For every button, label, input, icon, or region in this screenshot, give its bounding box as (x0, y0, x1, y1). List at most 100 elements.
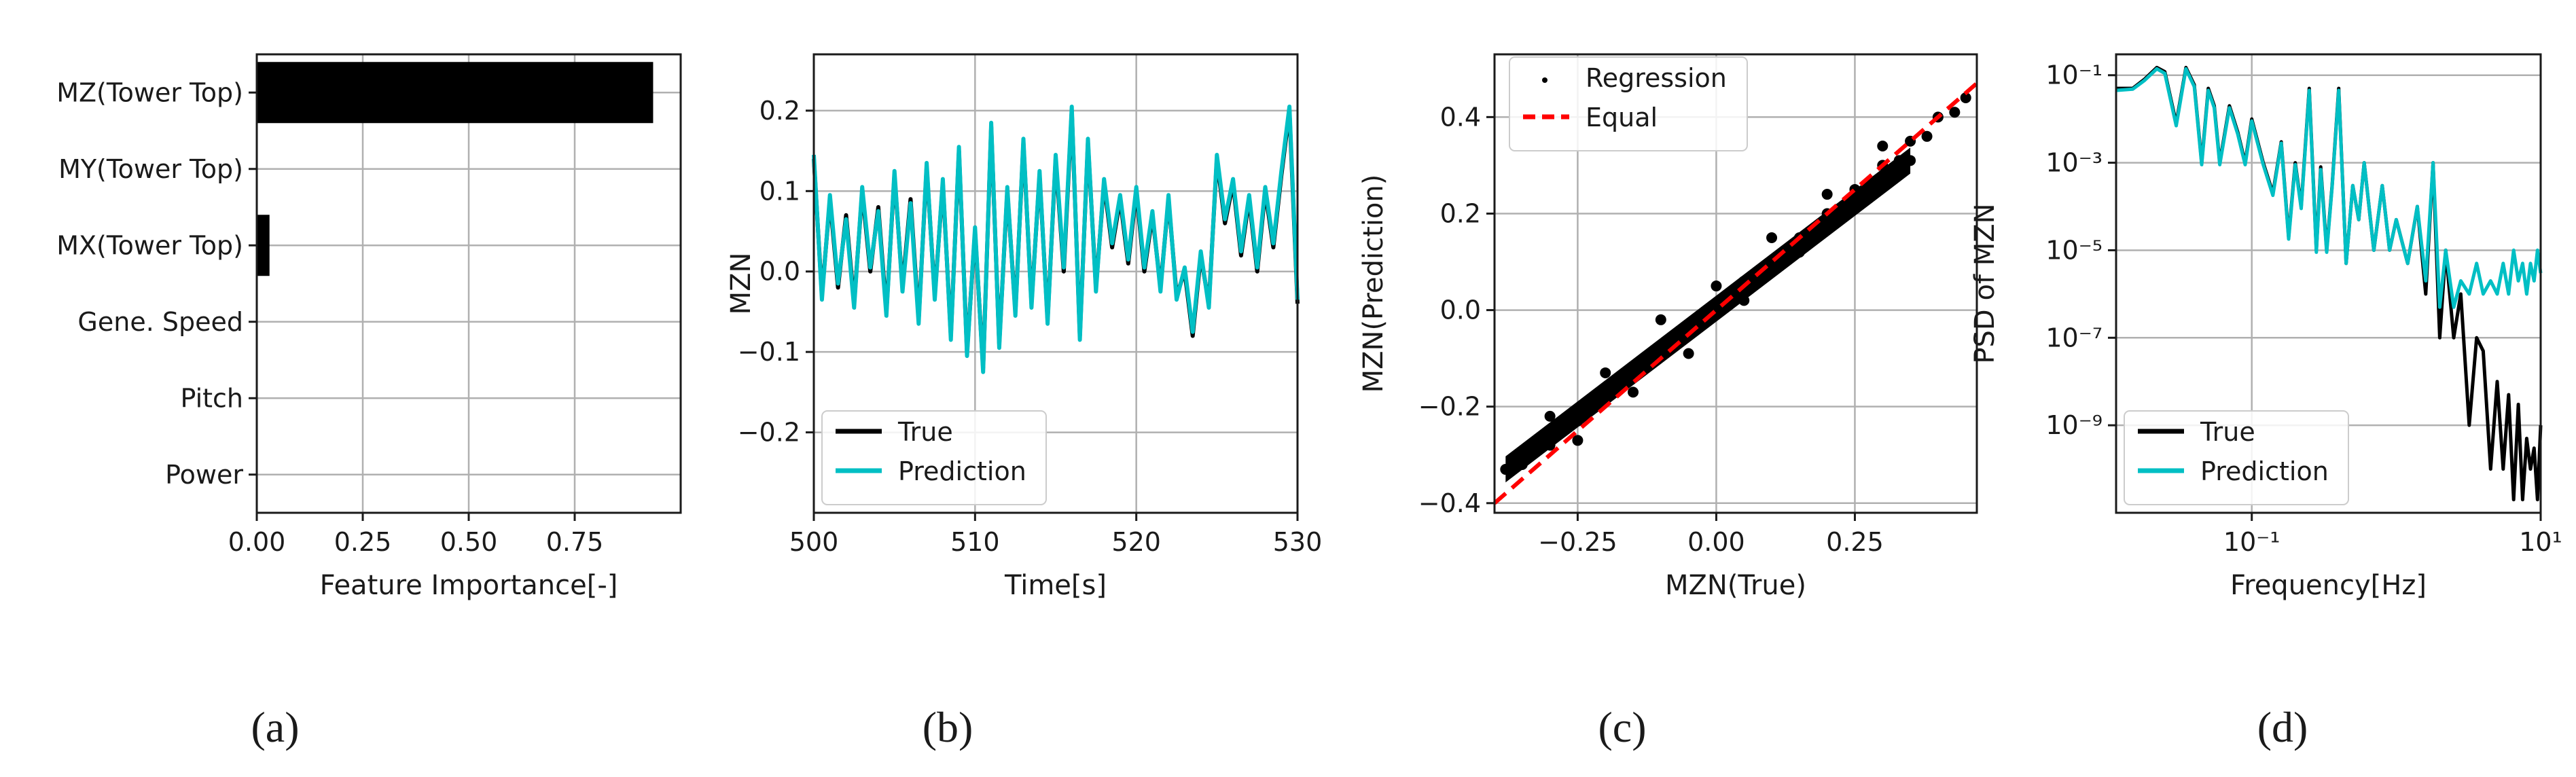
panel-c-scatter-point-24 (1838, 203, 1850, 215)
panel-c-scatter-point-2 (1528, 444, 1539, 456)
panel-d-xtick-1-label: 10¹ (2519, 527, 2562, 557)
panel-b-ytick-3-label: 0.1 (759, 176, 800, 206)
panel-b-legend-text-0: True (897, 417, 953, 447)
panel-c-scatter-point-8 (1616, 377, 1628, 388)
panel-c-scatter-point-47 (1905, 155, 1916, 166)
panel-c-scatter-point-1 (1516, 458, 1528, 470)
panel-b-xtick-3-label: 530 (1273, 527, 1323, 557)
panel-c-scatter-point-46 (1849, 198, 1861, 210)
panel-a-bar-2 (257, 215, 270, 276)
panel-c-ylabel: MZN(Prediction) (1358, 175, 1389, 393)
panel-c-ytick-3-label: 0.2 (1440, 198, 1481, 228)
panel-d-xlabel: Frequency[Hz] (2230, 570, 2427, 601)
panel-c-scatter-point-37 (1711, 281, 1722, 292)
panel-c-scatter-point-9 (1628, 367, 1639, 378)
panel-c-equal-line (1493, 82, 1978, 505)
panel-a-ytick-1-label: MY(Tower Top) (58, 154, 243, 184)
panel-c-scatter-point-45 (1793, 247, 1805, 258)
panel-c-legend-text-0: Regression (1586, 63, 1727, 93)
panel-a-ytick-3-label: Gene. Speed (77, 307, 243, 337)
panel-b-label: (b) (923, 703, 973, 751)
panel-c-xtick-1-label: 0.00 (1687, 527, 1745, 557)
panel-d-legend-text-1: Prediction (2200, 456, 2329, 486)
panel-a-ytick-0-label: MZ(Tower Top) (56, 77, 243, 107)
panel-a-ytick-4-label: Pitch (180, 383, 243, 413)
panel-b-xtick-1-label: 510 (950, 527, 1000, 557)
panel-c-scatter-point-26 (1865, 179, 1877, 190)
panel-b-axes-frame (812, 53, 1299, 514)
panel-c-xtick-2-label: 0.25 (1826, 527, 1884, 557)
panel-d-psd: 10⁻¹ 10¹ 10⁻⁹ 10⁻⁷ 10⁻⁵ 10⁻³ 10⁻¹ True Predictio… (1969, 53, 2562, 751)
panel-c-scatter-point-44 (1738, 295, 1750, 306)
panel-b-ylabel: MZN (726, 253, 757, 315)
panel-c-scatter-point-5 (1572, 416, 1584, 427)
panel-c-xtick-0-label: −0.25 (1538, 527, 1617, 557)
panel-c-label: (c) (1598, 703, 1646, 751)
panel-b-ytick-1-label: −0.1 (738, 337, 800, 367)
panel-c-scatter-point-39 (1821, 189, 1833, 200)
panel-c-scatter-point-42 (1628, 386, 1639, 398)
panel-a-feature-importance: 0.00 0.25 0.50 0.75 MZ(Tower Top) MY(Tower To… (56, 53, 682, 751)
panel-c-scatter-point-6 (1588, 396, 1600, 408)
panel-b-legend-text-1: Prediction (898, 456, 1026, 486)
panel-c-legend-text-1: Equal (1586, 103, 1658, 132)
panel-a-xlabel: Feature Importance[-] (320, 570, 618, 601)
panel-c-scatter-point-3 (1544, 439, 1556, 451)
panel-c-scatter-point-41 (1572, 435, 1584, 446)
panel-d-ylabel: PSD of MZN (1969, 203, 2001, 363)
panel-d-axes-frame (2115, 53, 2542, 514)
panel-d-ytick-4-label: 10⁻¹ (2045, 60, 2103, 90)
panel-c-scatter-point-34 (1544, 410, 1556, 422)
panel-b-xtick-2-label: 520 (1111, 527, 1161, 557)
panel-c-scatter-point-33 (1960, 92, 1971, 103)
panel-d-label: (d) (2257, 703, 2308, 751)
panel-c-scatter-point-32 (1949, 107, 1961, 118)
panel-c-scatter-point-20 (1783, 251, 1794, 263)
panel-d-ytick-0-label: 10⁻⁹ (2045, 410, 2103, 440)
panel-a-xtick-1-label: 0.25 (334, 527, 392, 557)
panel-c-scatter-point-36 (1655, 314, 1666, 325)
panel-c-scatter-point-30 (1921, 130, 1933, 142)
panel-c-scatter-point-4 (1555, 420, 1567, 432)
panel-b-series-prediction (812, 105, 1300, 374)
panel-d-ytick-2-label: 10⁻⁵ (2045, 235, 2103, 265)
panel-d-series-prediction (2115, 67, 2543, 309)
panel-c-scatter-point-43 (1683, 348, 1694, 359)
panel-b-ytick-4-label: 0.2 (759, 96, 800, 126)
panel-c-scatter-point-35 (1600, 367, 1611, 378)
panel-c-ytick-4-label: 0.4 (1440, 102, 1481, 132)
panel-c-axes-frame (1493, 53, 1978, 514)
panel-b-xtick-0-label: 500 (789, 527, 839, 557)
panel-c-regression-scatter: −0.25 0.00 0.25 −0.4 −0.2 0.0 0.2 0.4 Regression… (1358, 53, 1978, 751)
panel-a-bar-0 (257, 62, 654, 124)
panel-c-xlabel: MZN(True) (1665, 570, 1806, 601)
panel-a-label: (a) (251, 703, 299, 751)
panel-a-xtick-2-label: 0.50 (440, 527, 498, 557)
panel-c-ytick-2-label: 0.0 (1440, 295, 1481, 325)
panel-d-legend-text-0: True (2200, 417, 2255, 447)
panel-b-xlabel: Time[s] (1004, 570, 1107, 601)
panel-c-scatter-point-22 (1810, 227, 1822, 238)
panel-c-legend-box (1509, 56, 1748, 151)
panel-b-legend-box (821, 410, 1047, 505)
panel-c-scatter-point-0 (1500, 464, 1511, 475)
panel-d-xtick-0-label: 10⁻¹ (2223, 527, 2280, 557)
panel-a-ytick-2-label: MX(Tower Top) (56, 230, 243, 260)
panel-a-xtick-3-label: 0.75 (546, 527, 604, 557)
panel-d-ytick-3-label: 10⁻³ (2045, 148, 2103, 178)
panel-c-ytick-1-label: −0.2 (1418, 392, 1481, 422)
panel-d-legend-box (2124, 410, 2349, 505)
panel-c-ytick-0-label: −0.4 (1418, 488, 1481, 518)
panel-c-scatter-point-28 (1893, 155, 1905, 166)
panel-c-scatter-point-7 (1600, 391, 1611, 403)
panel-c-scatter-point-38 (1766, 232, 1778, 243)
panel-b-ytick-0-label: −0.2 (738, 418, 800, 448)
panel-c-scatter-point-40 (1877, 141, 1889, 151)
panel-a-ytick-5-label: Power (165, 460, 243, 490)
panel-c-scatter-point-11 (1655, 343, 1666, 355)
panel-b-time-series: 500 510 520 530 −0.2 −0.1 0.0 0.1 0.2 True Predict… (726, 53, 1323, 751)
panel-c-legend-marker-0 (1542, 77, 1548, 83)
panel-b-ytick-2-label: 0.0 (759, 257, 800, 287)
panel-d-ytick-1-label: 10⁻⁷ (2045, 323, 2103, 353)
